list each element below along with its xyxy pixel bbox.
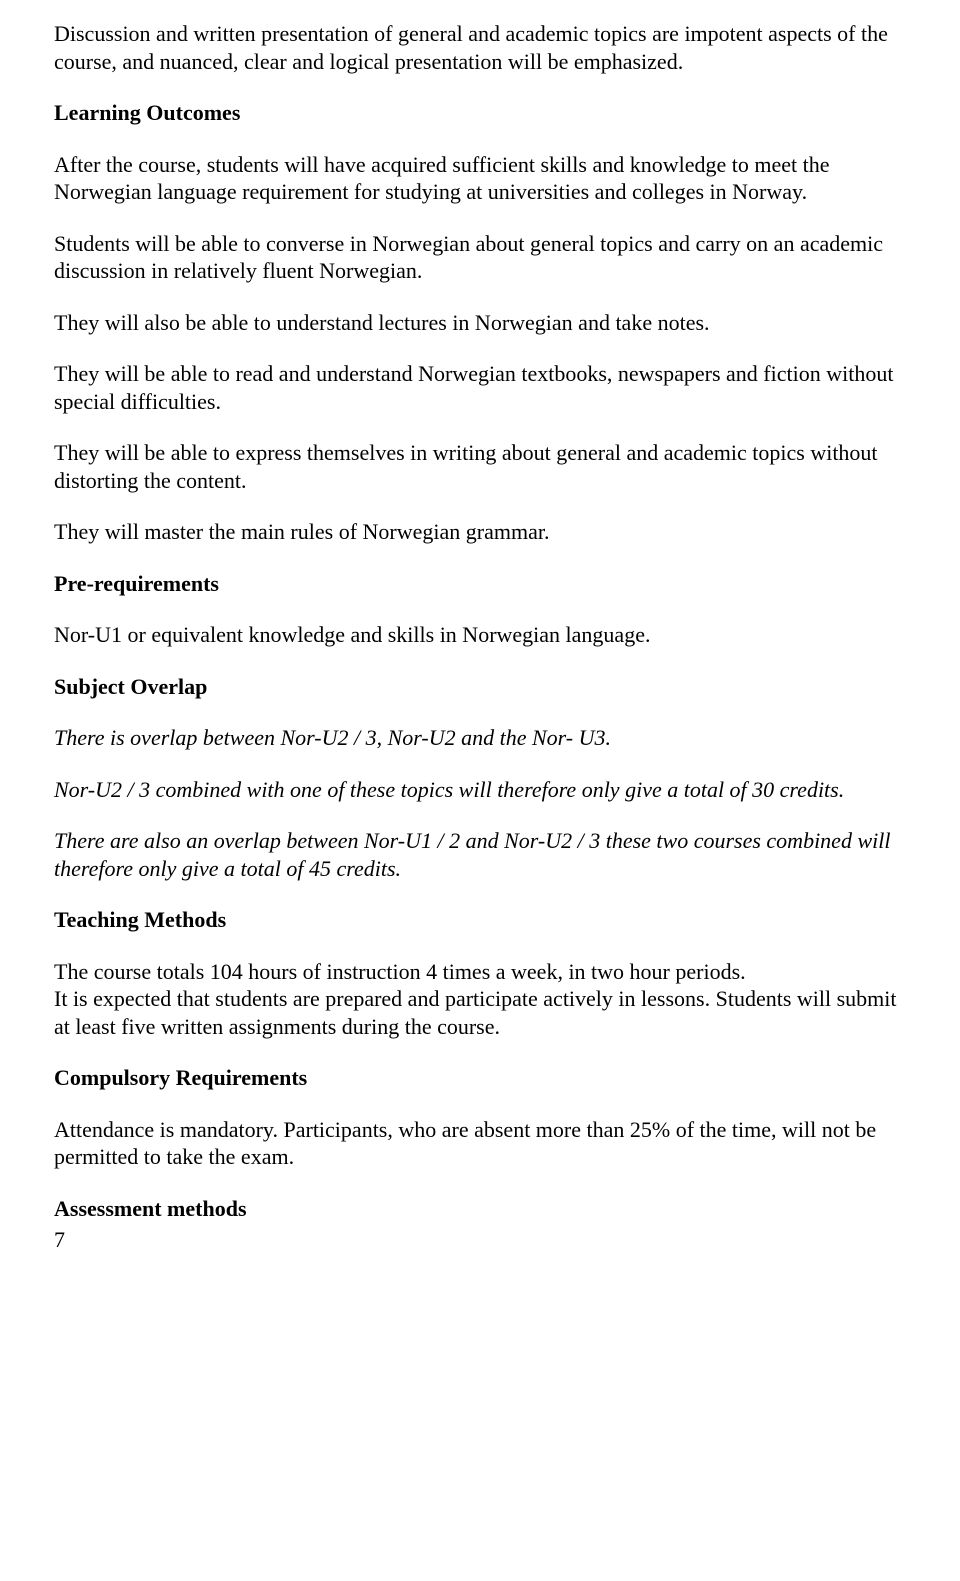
teaching-methods-p2: It is expected that students are prepare… bbox=[54, 985, 906, 1040]
learning-outcomes-p6: They will master the main rules of Norwe… bbox=[54, 518, 906, 546]
subject-overlap-p1: There is overlap between Nor-U2 / 3, Nor… bbox=[54, 724, 906, 752]
prerequirements-p1: Nor-U1 or equivalent knowledge and skill… bbox=[54, 621, 906, 649]
learning-outcomes-p3: They will also be able to understand lec… bbox=[54, 309, 906, 337]
page-number: 7 bbox=[54, 1226, 906, 1254]
learning-outcomes-heading: Learning Outcomes bbox=[54, 99, 906, 127]
intro-paragraph: Discussion and written presentation of g… bbox=[54, 20, 906, 75]
teaching-methods-heading: Teaching Methods bbox=[54, 906, 906, 934]
prerequirements-heading: Pre-requirements bbox=[54, 570, 906, 598]
compulsory-requirements-heading: Compulsory Requirements bbox=[54, 1064, 906, 1092]
subject-overlap-p2: Nor-U2 / 3 combined with one of these to… bbox=[54, 776, 906, 804]
learning-outcomes-p1: After the course, students will have acq… bbox=[54, 151, 906, 206]
subject-overlap-p3: There are also an overlap between Nor-U1… bbox=[54, 827, 906, 882]
subject-overlap-heading: Subject Overlap bbox=[54, 673, 906, 701]
assessment-methods-heading: Assessment methods bbox=[54, 1195, 906, 1223]
teaching-methods-p1: The course totals 104 hours of instructi… bbox=[54, 958, 906, 986]
learning-outcomes-p4: They will be able to read and understand… bbox=[54, 360, 906, 415]
learning-outcomes-p5: They will be able to express themselves … bbox=[54, 439, 906, 494]
learning-outcomes-p2: Students will be able to converse in Nor… bbox=[54, 230, 906, 285]
compulsory-requirements-p1: Attendance is mandatory. Participants, w… bbox=[54, 1116, 906, 1171]
